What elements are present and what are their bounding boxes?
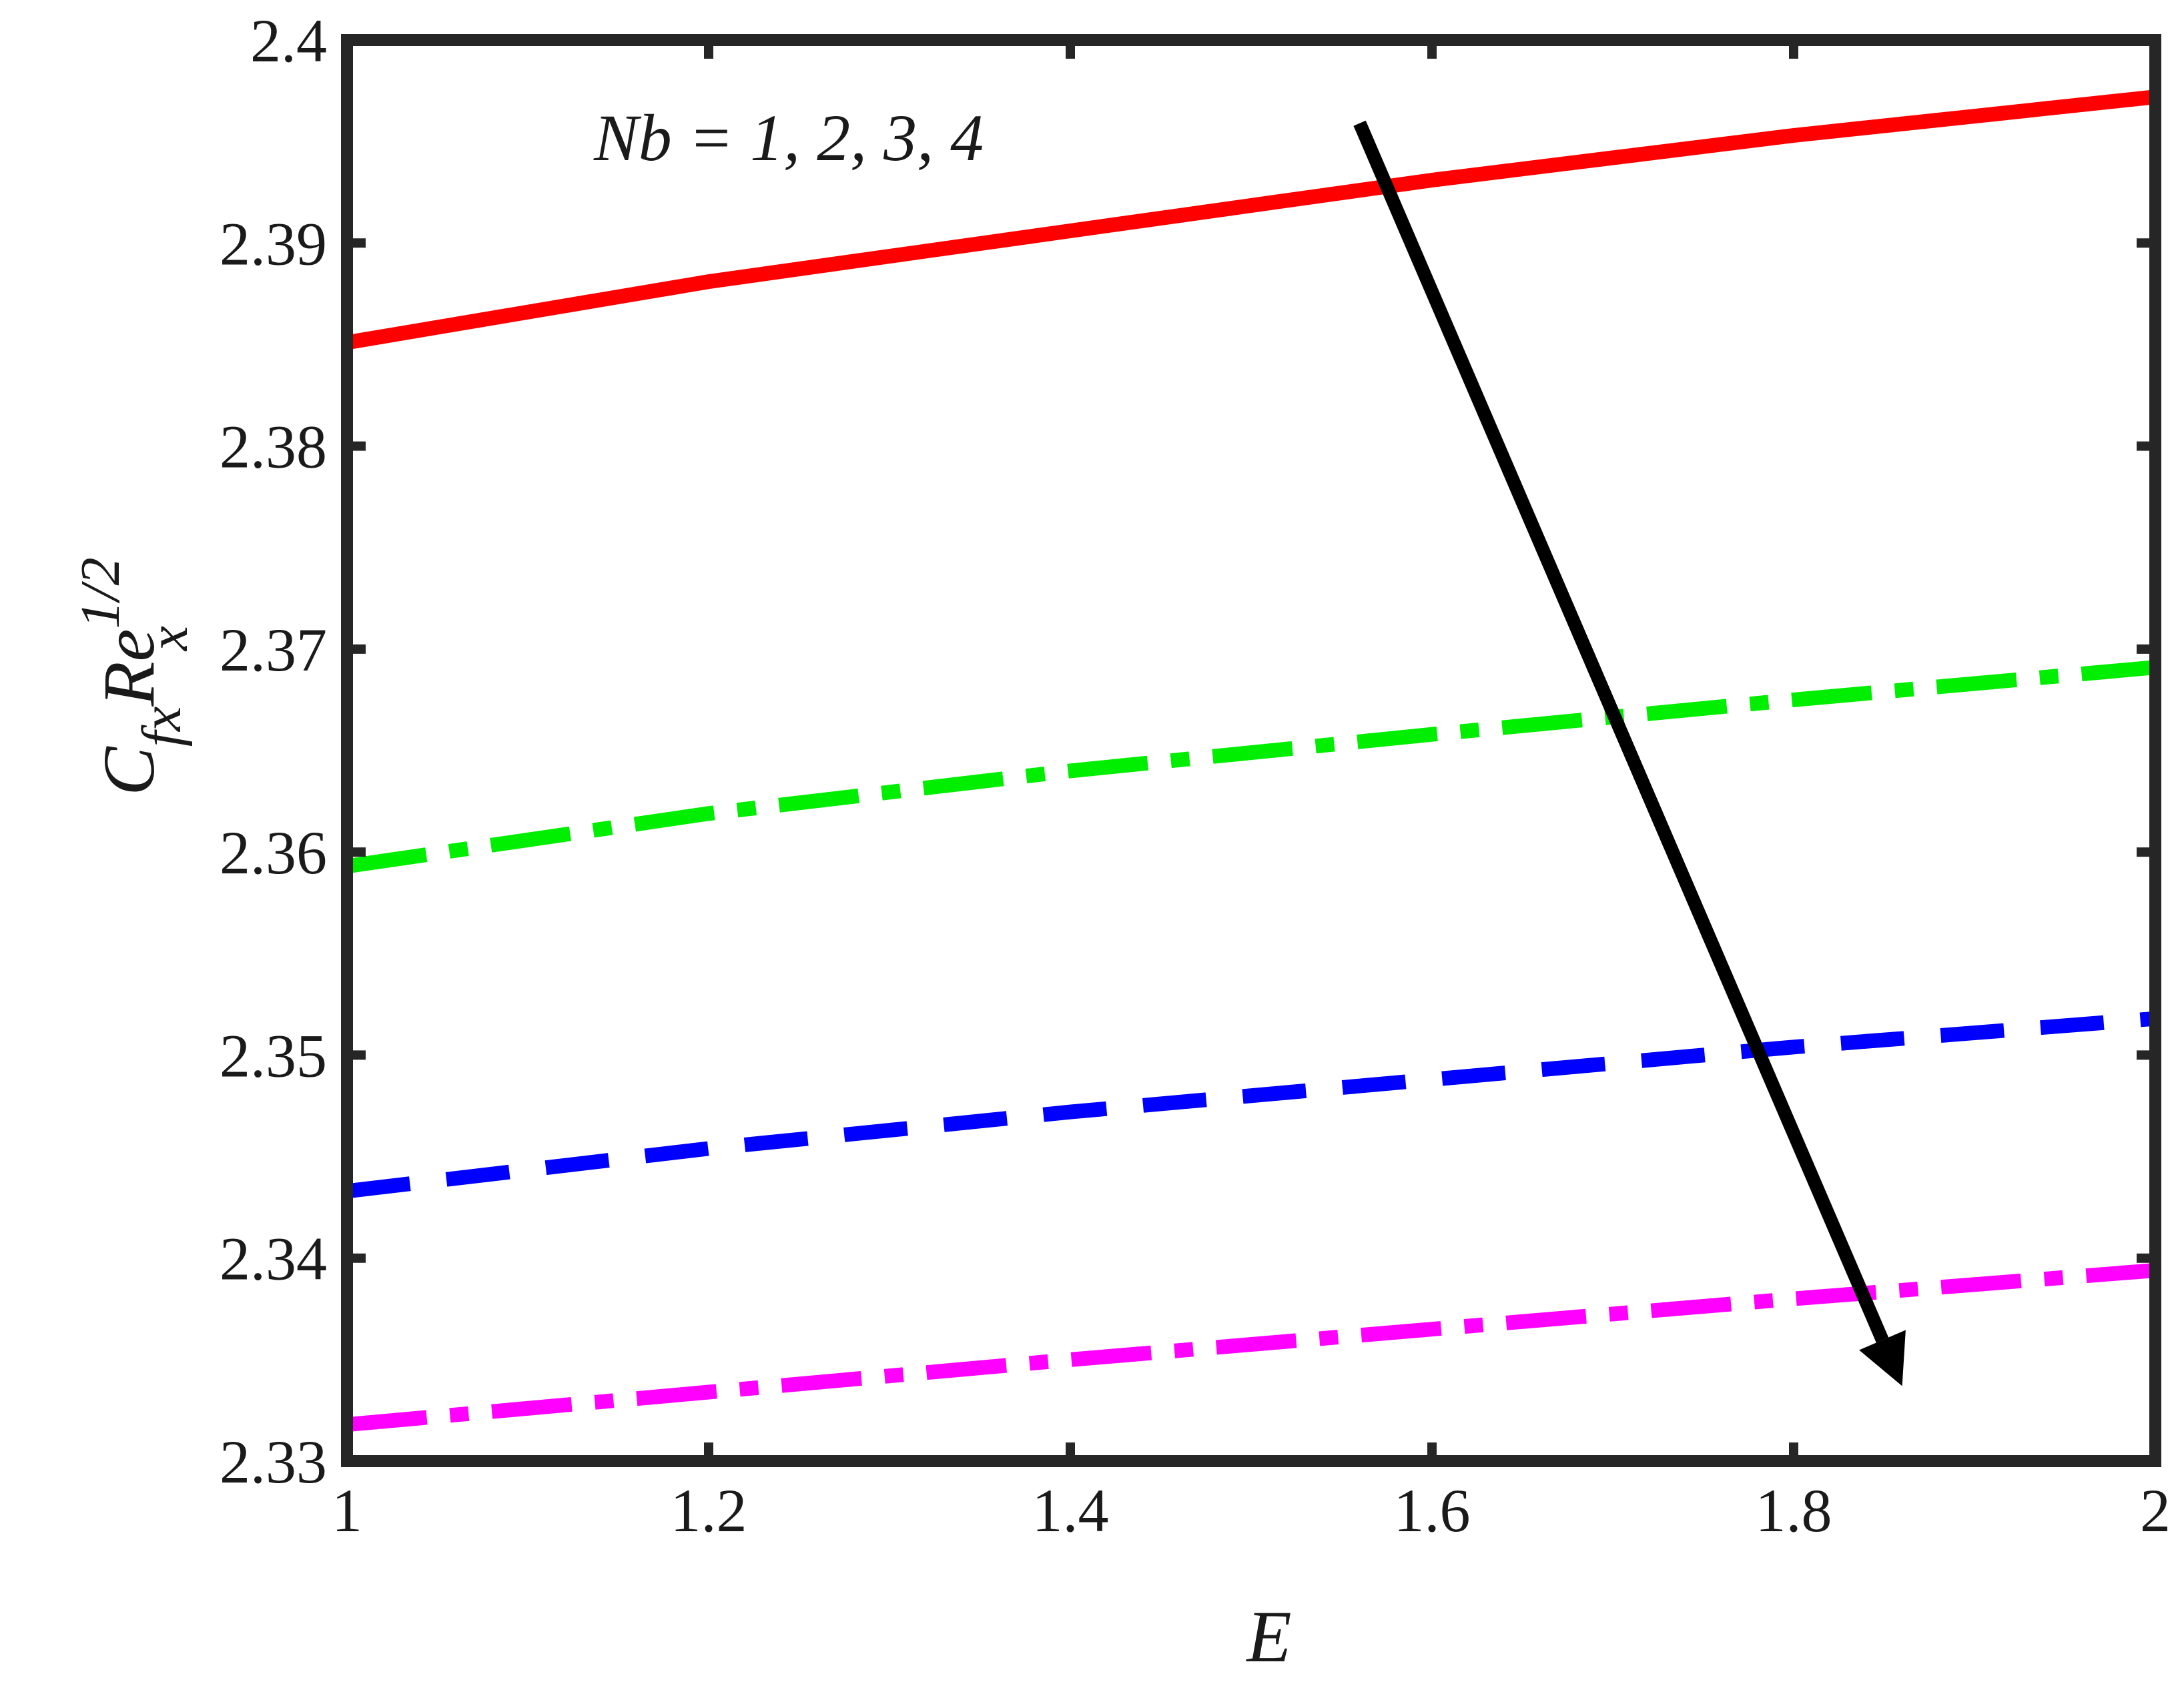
- y-tick-label: 2.37: [220, 616, 327, 684]
- x-tick-label: 1.6: [1394, 1476, 1471, 1545]
- y-tick-label: 2.34: [220, 1225, 327, 1293]
- y-tick-label: 2.36: [220, 819, 327, 887]
- annotation-arrow-head: [1859, 1330, 1906, 1386]
- y-label-sub-x: x: [137, 626, 200, 652]
- plot-series-layer: [346, 89, 2157, 1432]
- x-axis-label: E: [1245, 1596, 1291, 1677]
- x-tick-label: 1.2: [671, 1476, 747, 1545]
- y-tick-label: 2.39: [220, 209, 327, 278]
- annotation-arrow-shaft: [1353, 120, 1889, 1343]
- y-tick-label: 2.4: [250, 7, 327, 75]
- y-axis-label: CfxRe1/2x: [69, 557, 200, 795]
- y-tick-label: 2.38: [220, 413, 327, 481]
- labels-layer: E CfxRe1/2x Nb = 1, 2, 3, 4: [69, 101, 1292, 1677]
- y-label-re: Re: [88, 629, 169, 707]
- series-line-4: [346, 1263, 2156, 1432]
- series-line-2: [346, 660, 2156, 874]
- y-label-c: C: [88, 746, 169, 796]
- y-label-sup: 1/2: [69, 557, 131, 628]
- axes-layer: 1 1.2 1.4 1.6 1.8 2 2.33 2.34 2.35 2.36 2.37 2.38 2.…: [220, 7, 2171, 1545]
- series-line-3: [346, 1011, 2156, 1199]
- nb-annotation: Nb = 1, 2, 3, 4: [593, 101, 984, 175]
- series-line-1: [346, 89, 2157, 350]
- x-tick-label: 1: [332, 1476, 362, 1545]
- x-tick-label: 1.8: [1756, 1476, 1832, 1545]
- annotation-layer: [1353, 120, 1906, 1386]
- y-tick-label: 2.35: [220, 1021, 327, 1090]
- x-tick-label: 1.4: [1032, 1476, 1109, 1545]
- y-tick-label: 2.33: [220, 1428, 327, 1496]
- x-tick-label: 2: [2140, 1476, 2171, 1545]
- y-label-sub-fx: fx: [131, 707, 193, 747]
- plot-frame: [341, 34, 2161, 1467]
